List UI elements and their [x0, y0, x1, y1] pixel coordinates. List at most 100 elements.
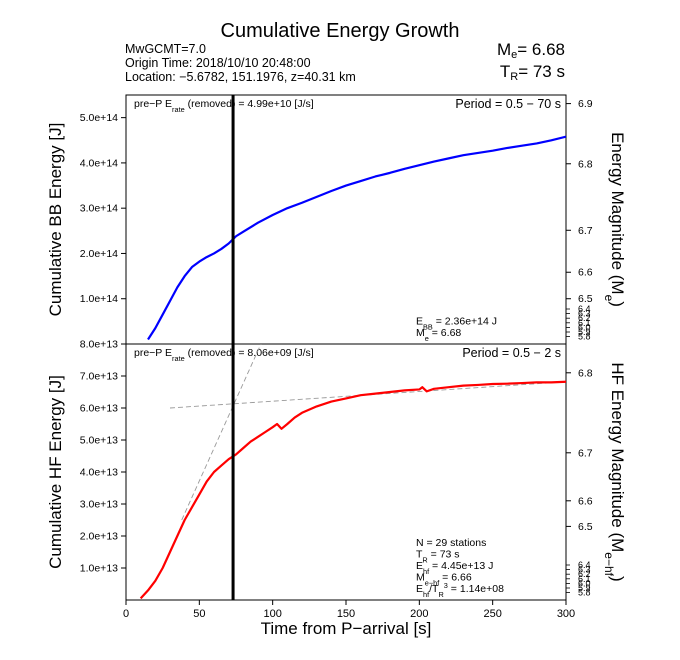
bb-pre-p-annotation-part: (removed) = 4.99e+10 [J/s] [185, 98, 314, 110]
tr-symbol: T [499, 62, 511, 81]
hf-y-tick-label: 6.0e+13 [80, 403, 118, 415]
hf-right-tick-label: 6.8 [578, 367, 593, 379]
hf-stat-line-part: = 73 s [428, 549, 460, 561]
bb-right-minor-label: 6.0 [578, 322, 591, 332]
bb-stat-line-part: E [416, 316, 423, 328]
x-tick-label: 50 [193, 608, 205, 620]
bb-right-minor-label: 5.8 [578, 332, 591, 342]
bb-stat-line-part: e [425, 334, 429, 343]
me-symbol: M [496, 40, 512, 59]
bb-period-label: Period = 0.5 − 70 s [455, 97, 561, 111]
bb-right-axis-label: Energy Magnitude (Me) [602, 132, 627, 307]
x-tick-label: 100 [263, 608, 281, 620]
hf-y-axis-label: Cumulative HF Energy [J] [46, 375, 65, 569]
bb-energy-curve [147, 135, 566, 341]
hf-stat-line-part: T [416, 549, 423, 561]
hf-stat-line-part: E [416, 560, 423, 572]
hf-stat-line-part: hf [423, 590, 430, 599]
hf-right-axis-label-part: ) [608, 576, 627, 582]
bb-stat-line-part: BB [423, 322, 433, 331]
bb-right-axis-label-part: Energy Magnitude (M [608, 132, 627, 295]
hf-y-tick-label: 7.0e+13 [80, 371, 118, 383]
hf-y-tick-label: 2.0e+13 [80, 531, 118, 543]
bb-pre-p-annotation-part: pre−P E [134, 98, 172, 110]
bb-y-tick-label: 5.0e+14 [80, 112, 118, 124]
hf-stat-line-part: = 1.14e+08 [448, 583, 504, 595]
bb-y-tick-label: 1.0e+14 [80, 293, 118, 305]
hf-y-tick-label: 3.0e+13 [80, 499, 118, 511]
hf-right-axis-label-part: e−hf [602, 552, 616, 576]
hf-stat-line-part: R [422, 555, 427, 564]
hf-stat-line-part: M [416, 572, 425, 584]
hf-stat-line-part: N = 29 stations [416, 537, 486, 549]
bb-energy-curve-group [147, 135, 566, 341]
hf-stat-line-part: = 6.66 [439, 572, 472, 584]
hf-late-trend-line [169, 381, 566, 409]
x-axis-label: Time from P−arrival [s] [261, 619, 432, 638]
hf-y-tick-label: 4.0e+13 [80, 467, 118, 479]
bb-right-tick-label: 6.9 [578, 98, 593, 110]
hf-energy-curve-group [139, 380, 566, 600]
chart-title: Cumulative Energy Growth [220, 20, 460, 42]
bb-stat-line-part: = 2.36e+14 J [433, 316, 497, 328]
bb-stat-line-part: = 6.68 [429, 327, 462, 339]
hf-stat-line-part: e−hf [425, 578, 440, 587]
hf-y-tick-label: 8.0e+13 [80, 339, 118, 351]
hf-energy-curve [139, 380, 566, 600]
bb-y-axis-label: Cumulative BB Energy [J] [46, 123, 65, 317]
bb-right-tick-label: 6.8 [578, 158, 593, 170]
hf-right-minor-label: 6.2 [578, 569, 591, 579]
bb-stat-line: EBB = 2.36e+14 J [416, 316, 497, 332]
bb-stat-line: Me = 6.68 [416, 327, 461, 343]
hf-stat-line: Me−hf = 6.66 [416, 572, 472, 588]
x-tick-label: 0 [123, 608, 129, 620]
hf-stat-line: Ehf/TR3 = 1.14e+08 [416, 581, 504, 599]
hf-pre-p-annotation-part: pre−P E [134, 347, 172, 359]
hf-right-tick-label: 6.6 [578, 495, 593, 507]
bb-right-axis-label-part: e [602, 295, 616, 302]
hf-right-tick-label: 6.7 [578, 447, 593, 459]
hf-right-axis-label: HF Energy Magnitude (Me−hf) [602, 362, 627, 581]
hf-right-tick-label: 6.5 [578, 521, 593, 533]
hf-right-minor-label: 6.1 [578, 574, 591, 584]
bb-stat-line-part: M [416, 327, 425, 339]
bb-right-minor-label: 5.9 [578, 327, 591, 337]
hf-pre-p-annotation-part: (removed) = 8.06e+09 [J/s] [185, 347, 314, 359]
hf-right-minor-label: 5.9 [578, 583, 591, 593]
hf-right-minor-label: 6.3 [578, 565, 591, 575]
hf-stat-line-part: hf [423, 567, 430, 576]
bb-pre-p-annotation-part: rate [172, 105, 185, 114]
hf-pre-p-annotation: pre−P Erate (removed) = 8.06e+09 [J/s] [134, 347, 314, 363]
hf-trend-lines [169, 344, 566, 521]
hf-right-minor-label: 6.0 [578, 578, 591, 588]
bb-pre-p-annotation: pre−P Erate (removed) = 4.99e+10 [J/s] [134, 98, 314, 114]
origin-time-text: Origin Time: 2018/10/10 20:48:00 [125, 56, 311, 70]
bb-right-minor-label: 6.4 [578, 304, 591, 314]
hf-stat-line-part: = 4.45e+13 J [429, 560, 493, 572]
hf-stat-line-part: R [438, 590, 443, 599]
bb-y-tick-label: 3.0e+14 [80, 203, 118, 215]
me-value: = 6.68 [517, 40, 565, 59]
tr-subscript: R [510, 71, 519, 83]
hf-right-minor-label: 6.4 [578, 560, 591, 570]
hf-stat-line: TR = 73 s [416, 549, 460, 565]
hf-stat-line: N = 29 stations [416, 537, 486, 549]
hf-right-axis-label-part: HF Energy Magnitude (M [608, 362, 627, 552]
event-magnitude-text: MwGCMT=7.0 [125, 42, 206, 56]
x-tick-label: 250 [483, 608, 501, 620]
hf-pre-p-annotation-part: rate [172, 354, 185, 363]
energy-magnitude-readout: Me= 6.68 [497, 41, 565, 61]
bb-right-minor-label: 6.1 [578, 318, 591, 328]
hf-stat-line: Ehf = 4.45e+13 J [416, 560, 493, 576]
bb-y-tick-label: 2.0e+14 [80, 248, 118, 260]
me-subscript: e [511, 49, 518, 61]
rupture-duration-readout: TR= 73 s [500, 63, 565, 83]
hf-stat-line-part: E [416, 583, 423, 595]
hf-period-label: Period = 0.5 − 2 s [462, 346, 561, 360]
bb-right-tick-label: 6.5 [578, 293, 593, 305]
x-tick-label: 200 [410, 608, 428, 620]
x-tick-label: 150 [337, 608, 355, 620]
hf-stat-line-part: /T [429, 583, 439, 595]
hf-y-tick-label: 1.0e+13 [80, 563, 118, 575]
